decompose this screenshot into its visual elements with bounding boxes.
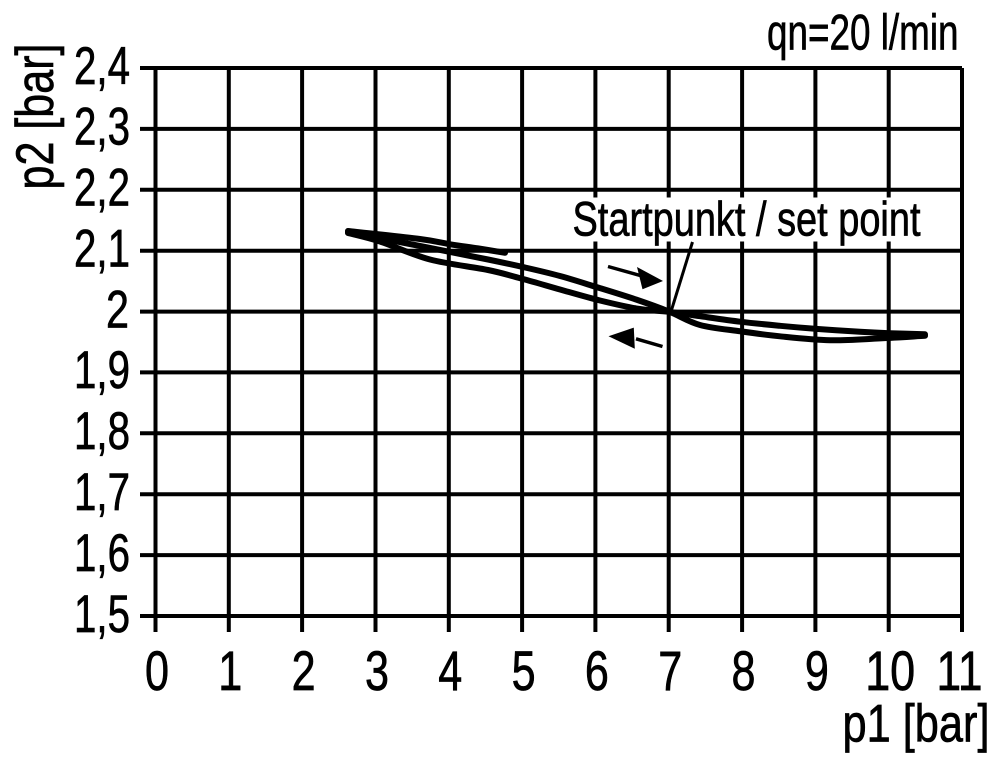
svg-text:11: 11	[937, 639, 983, 702]
svg-text:2: 2	[292, 639, 316, 702]
svg-text:1,5: 1,5	[74, 585, 130, 644]
svg-text:1: 1	[218, 639, 242, 702]
svg-text:2,3: 2,3	[74, 98, 130, 157]
svg-text:2,2: 2,2	[74, 159, 130, 218]
svg-text:8: 8	[732, 639, 756, 702]
svg-text:2,1: 2,1	[74, 220, 130, 279]
svg-text:6: 6	[585, 639, 609, 702]
svg-text:2,4: 2,4	[74, 37, 130, 96]
svg-text:4: 4	[438, 639, 462, 702]
svg-text:Startpunkt / set point: Startpunkt / set point	[573, 193, 921, 247]
svg-text:2: 2	[106, 280, 129, 339]
svg-text:5: 5	[512, 639, 536, 702]
svg-text:7: 7	[658, 639, 682, 702]
svg-text:1,6: 1,6	[74, 524, 130, 583]
svg-text:1,8: 1,8	[74, 402, 130, 461]
svg-text:p2 [bar]: p2 [bar]	[6, 44, 65, 190]
svg-text:1,9: 1,9	[74, 341, 130, 400]
svg-text:p1 [bar]: p1 [bar]	[843, 695, 990, 754]
svg-text:qn=20 l/min: qn=20 l/min	[767, 5, 959, 61]
svg-text:3: 3	[365, 639, 389, 702]
svg-text:1,7: 1,7	[74, 463, 130, 522]
svg-text:10: 10	[865, 639, 915, 702]
svg-text:9: 9	[805, 639, 829, 702]
svg-text:0: 0	[145, 639, 169, 702]
